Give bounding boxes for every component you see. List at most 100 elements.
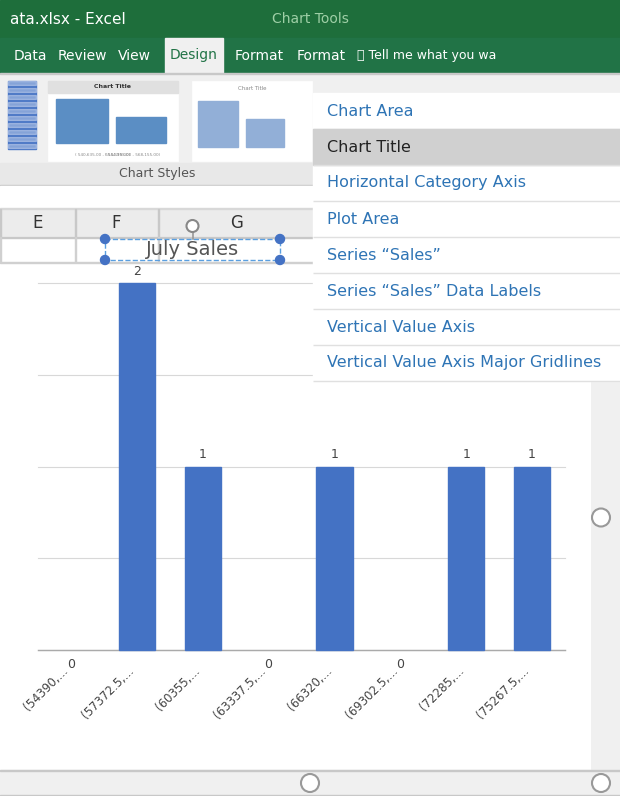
Text: 💡 Tell me what you wa: 💡 Tell me what you wa	[357, 49, 497, 62]
Text: Chart Title: Chart Title	[94, 84, 131, 89]
Text: Vertical Value Axis: Vertical Value Axis	[327, 319, 475, 334]
Circle shape	[100, 235, 110, 244]
Text: (72285,...: (72285,...	[417, 664, 466, 713]
Text: Plot Area: Plot Area	[327, 212, 399, 227]
Bar	[8, 116, 36, 119]
Bar	[192, 81, 312, 161]
Bar	[313, 129, 620, 165]
Text: 0: 0	[67, 658, 75, 671]
Text: (63337.5,...: (63337.5,...	[211, 664, 268, 721]
Bar	[48, 81, 178, 161]
Text: Chart Area: Chart Area	[327, 103, 414, 119]
Bar	[8, 144, 36, 147]
Text: Data: Data	[14, 49, 48, 63]
Bar	[75, 237, 76, 262]
Bar	[315, 209, 316, 237]
Text: G: G	[230, 214, 243, 232]
Text: ( 540,635.00 - 554,395.00): ( 540,635.00 - 554,395.00)	[76, 153, 131, 157]
Circle shape	[301, 774, 319, 792]
Bar	[0, 186, 315, 208]
Text: Design: Design	[170, 49, 218, 63]
Circle shape	[275, 235, 285, 244]
Text: F: F	[112, 214, 122, 232]
Bar	[75, 209, 76, 237]
Text: 2: 2	[133, 265, 141, 278]
Text: (54390,...: (54390,...	[22, 664, 71, 713]
Text: ata.xlsx - Excel: ata.xlsx - Excel	[10, 11, 126, 26]
Bar	[0, 770, 620, 796]
Bar	[316, 466, 353, 650]
Text: E: E	[32, 214, 43, 232]
Text: Chart Title: Chart Title	[327, 139, 411, 154]
Bar	[8, 109, 36, 112]
Bar	[0, 237, 315, 262]
Bar	[0, 237, 315, 238]
Text: Vertical Value Axis Major Gridlines: Vertical Value Axis Major Gridlines	[327, 356, 601, 370]
Bar	[0, 209, 315, 237]
Bar	[514, 466, 550, 650]
Text: Series “Sales”: Series “Sales”	[327, 248, 441, 263]
Bar	[48, 81, 178, 93]
Text: Review: Review	[58, 49, 107, 63]
Bar	[56, 99, 108, 143]
Circle shape	[187, 220, 198, 232]
Text: Format: Format	[297, 49, 346, 63]
Text: 1: 1	[463, 448, 470, 462]
Bar	[0, 795, 620, 796]
Text: Format: Format	[235, 49, 284, 63]
Bar	[105, 239, 280, 260]
Text: (69302.5,...: (69302.5,...	[343, 664, 401, 721]
Text: (66320,...: (66320,...	[285, 664, 334, 713]
Text: (57372.5,...: (57372.5,...	[79, 664, 137, 721]
Bar	[448, 466, 484, 650]
Bar	[198, 101, 238, 147]
Bar	[0, 38, 620, 73]
Bar	[0, 265, 590, 770]
Bar	[8, 123, 36, 127]
Text: 0: 0	[396, 658, 404, 671]
Bar	[0, 208, 315, 209]
Bar	[158, 209, 159, 237]
Text: Series “Sales” Data Labels: Series “Sales” Data Labels	[327, 283, 541, 298]
Circle shape	[275, 256, 285, 264]
Circle shape	[592, 509, 610, 526]
Bar	[0, 0, 620, 38]
Text: Chart Styles: Chart Styles	[119, 167, 195, 181]
Bar	[158, 237, 159, 262]
Bar	[246, 119, 284, 147]
Bar	[8, 81, 36, 149]
Bar	[8, 137, 36, 141]
Text: (75267.5,...: (75267.5,...	[475, 664, 532, 721]
Circle shape	[592, 774, 610, 792]
Bar	[116, 117, 166, 143]
Bar	[118, 283, 155, 650]
Text: 1: 1	[330, 448, 339, 462]
Bar	[0, 770, 620, 771]
Text: (60355,...: (60355,...	[154, 664, 203, 713]
Text: View: View	[118, 49, 151, 63]
Bar	[0, 262, 315, 263]
Text: 1: 1	[199, 448, 206, 462]
Bar	[8, 81, 36, 84]
Bar	[0, 209, 1, 237]
Bar	[0, 163, 315, 185]
Bar	[0, 237, 1, 262]
Bar	[8, 88, 36, 92]
Circle shape	[100, 256, 110, 264]
Bar	[0, 185, 620, 186]
Text: Horizontal Category Axis: Horizontal Category Axis	[327, 175, 526, 190]
Bar	[0, 73, 620, 74]
Bar	[38, 283, 565, 650]
Text: July Sales: July Sales	[146, 240, 239, 259]
Bar	[313, 93, 620, 381]
Bar	[8, 130, 36, 134]
Text: Chart Tools: Chart Tools	[272, 12, 348, 26]
Bar	[185, 466, 221, 650]
Bar	[8, 102, 36, 106]
Text: ( 554,395.00 - 568,155.00): ( 554,395.00 - 568,155.00)	[105, 153, 161, 157]
Bar	[8, 95, 36, 99]
Text: 1: 1	[528, 448, 536, 462]
Bar	[165, 38, 223, 73]
Text: Chart Title: Chart Title	[237, 87, 266, 92]
Bar	[313, 93, 620, 381]
